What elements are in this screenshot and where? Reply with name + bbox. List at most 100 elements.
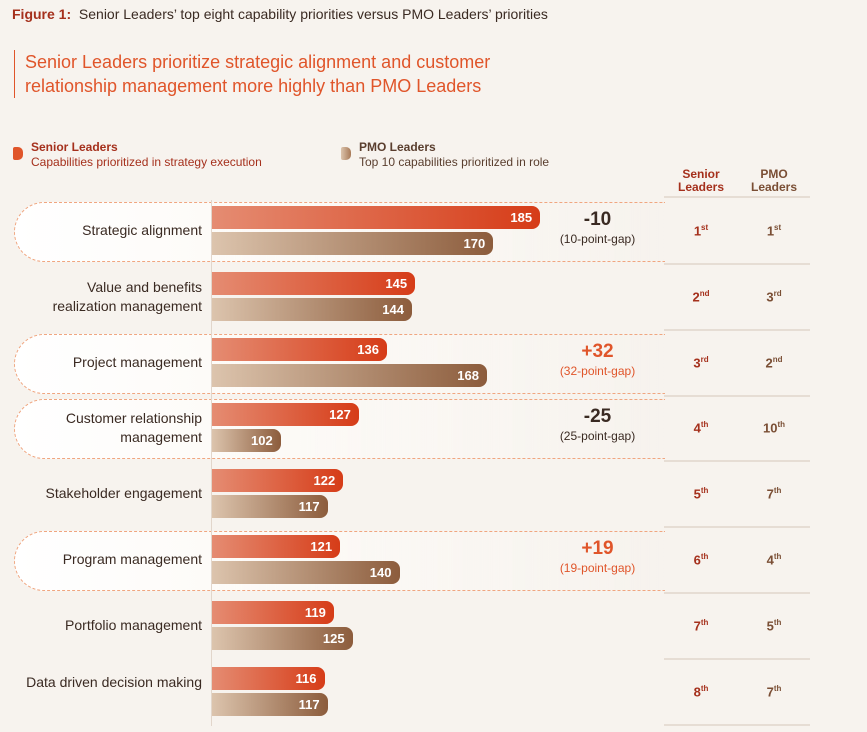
pmo-bar: 168 xyxy=(212,363,487,387)
category-label: Project management xyxy=(72,353,202,370)
legend-swatch-pmo xyxy=(341,147,351,160)
figure-label: Figure 1: xyxy=(12,6,72,22)
senior-bar: 145 xyxy=(212,271,416,295)
gap-value: -10 xyxy=(583,209,612,230)
gap-annotation: -25 (25-point-gap) xyxy=(540,406,655,444)
rank-number: 3 xyxy=(693,354,701,370)
legend-senior-subtitle: Capabilities prioritized in strategy exe… xyxy=(31,155,262,169)
rank-senior: 3rd xyxy=(666,355,736,370)
senior-bar: 136 xyxy=(212,337,387,361)
rank-suffix: rd xyxy=(773,288,782,298)
rank-suffix: th xyxy=(700,617,709,627)
rank-senior: 6th xyxy=(666,552,736,567)
rank-number: 4 xyxy=(766,552,774,568)
rank-header-pmo: PMO Leaders xyxy=(750,167,798,194)
category-label: Portfolio management xyxy=(65,616,202,633)
rank-number: 2 xyxy=(765,354,773,370)
rank-number: 6 xyxy=(693,552,701,568)
pmo-bar: 140 xyxy=(212,561,400,584)
legend-senior-title: Senior Leaders xyxy=(31,140,118,154)
rank-pmo: 5th xyxy=(739,618,809,633)
rank-suffix: th xyxy=(777,420,786,430)
rank-number: 4 xyxy=(693,420,701,436)
rank-number: 8 xyxy=(693,683,701,699)
rank-header-senior: Senior Leaders xyxy=(677,167,725,194)
rank-number: 10 xyxy=(762,420,778,436)
rank-pmo: 7th xyxy=(739,684,809,699)
row-divider xyxy=(664,526,810,529)
rank-suffix: th xyxy=(700,683,709,693)
rank-pmo: 2nd xyxy=(739,355,809,370)
rank-senior: 5th xyxy=(666,486,736,501)
header-divider xyxy=(664,196,810,198)
gap-annotation: +32 (32-point-gap) xyxy=(540,341,655,379)
pmo-bar: 117 xyxy=(212,495,328,519)
rank-number: 1 xyxy=(766,223,775,239)
row-divider xyxy=(664,263,810,265)
rank-senior: 4th xyxy=(666,420,736,435)
rank-suffix: rd xyxy=(700,354,709,364)
gap-note: (32-point-gap) xyxy=(559,363,636,378)
rank-pmo: 7th xyxy=(739,486,809,501)
rank-number: 5 xyxy=(693,486,701,502)
category-label: Data driven decision making xyxy=(26,673,202,690)
rank-suffix: nd xyxy=(699,288,710,298)
rank-suffix: th xyxy=(773,617,782,627)
rank-pmo: 4th xyxy=(739,552,809,567)
legend-pmo: PMO Leaders Top 10 capabilities prioriti… xyxy=(341,140,550,170)
rank-suffix: st xyxy=(701,223,709,232)
legend-swatch-senior xyxy=(13,147,23,160)
gap-annotation: +19 (19-point-gap) xyxy=(540,538,655,576)
pmo-bar: 125 xyxy=(212,626,353,650)
rank-suffix: st xyxy=(774,223,782,232)
category-label: Stakeholder engagement xyxy=(45,485,202,502)
rank-number: 3 xyxy=(766,289,774,305)
row-divider xyxy=(664,394,810,397)
category-label: Value and benefits realization managemen… xyxy=(52,278,202,314)
rank-pmo: 3rd xyxy=(739,289,809,304)
rank-suffix: th xyxy=(700,486,709,496)
pmo-bar: 117 xyxy=(212,692,328,716)
category-label: Strategic alignment xyxy=(82,222,202,238)
rank-suffix: th xyxy=(773,683,782,693)
rank-suffix: th xyxy=(773,552,782,561)
senior-bar: 119 xyxy=(212,600,334,624)
row-divider xyxy=(664,723,810,726)
senior-bar: 127 xyxy=(212,403,359,427)
figure-title-text: Senior Leaders’ top eight capability pri… xyxy=(78,6,548,22)
row-divider xyxy=(664,328,810,331)
gap-note: (19-point-gap) xyxy=(559,561,636,575)
rank-senior: 1st xyxy=(666,223,736,238)
rank-senior: 2nd xyxy=(666,289,736,304)
category-label: Customer relationship management xyxy=(65,410,202,446)
rank-suffix: th xyxy=(773,486,782,496)
rank-number: 5 xyxy=(766,618,774,634)
rank-number: 7 xyxy=(766,683,774,699)
gap-value: -25 xyxy=(583,406,612,428)
row-divider xyxy=(664,592,810,594)
rank-suffix: th xyxy=(700,552,709,561)
headline: Senior Leaders prioritize strategic alig… xyxy=(14,50,585,98)
row-divider xyxy=(664,657,810,660)
pmo-bar: 170 xyxy=(212,232,494,255)
rank-senior: 7th xyxy=(666,618,736,633)
rank-number: 7 xyxy=(766,486,774,502)
senior-bar: 121 xyxy=(212,535,341,558)
gap-value: +32 xyxy=(581,340,614,362)
senior-bar: 185 xyxy=(212,206,541,229)
rank-number: 2 xyxy=(692,289,700,305)
figure-title: Figure 1: Senior Leaders’ top eight capa… xyxy=(12,6,548,22)
legend-pmo-title: PMO Leaders xyxy=(359,140,436,154)
legend-pmo-subtitle: Top 10 capabilities prioritized in role xyxy=(359,155,550,169)
row-divider xyxy=(664,460,810,463)
rank-pmo: 10th xyxy=(739,420,809,435)
gap-value: +19 xyxy=(581,538,614,559)
rank-suffix: th xyxy=(700,420,709,430)
rank-pmo: 1st xyxy=(739,223,809,238)
senior-bar: 116 xyxy=(212,666,325,690)
rank-number: 1 xyxy=(693,223,702,239)
pmo-bar: 102 xyxy=(212,429,281,453)
gap-note: (25-point-gap) xyxy=(559,429,636,444)
category-label: Program management xyxy=(62,551,202,567)
